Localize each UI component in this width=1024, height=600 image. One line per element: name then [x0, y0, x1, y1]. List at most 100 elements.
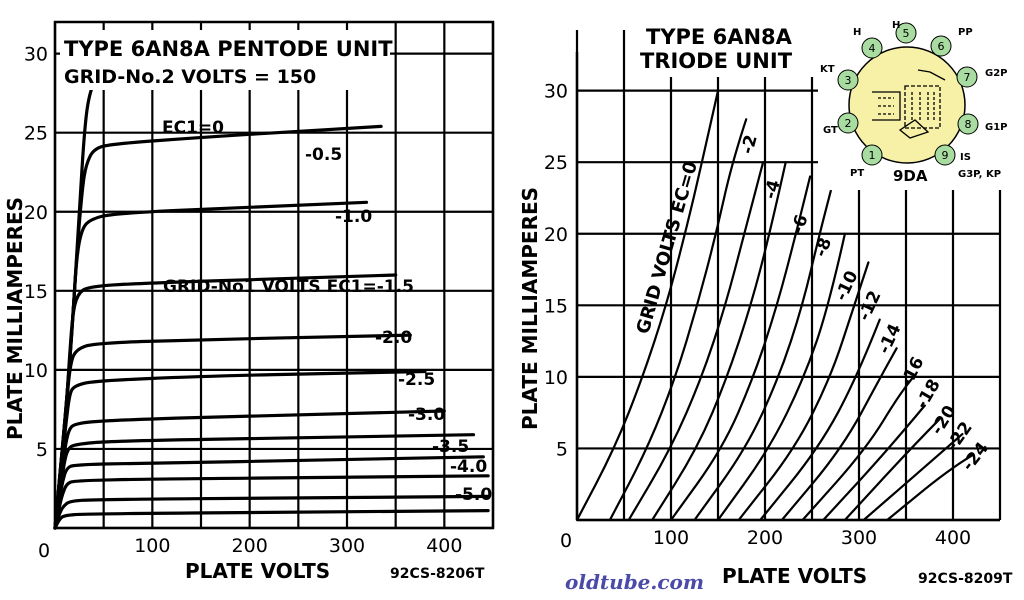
curve-label: -4: [761, 178, 785, 202]
pin-1: [861, 144, 883, 166]
pentode-chart: 5 10 15 20 25 30 100 200 300 400 EC1=0 -0.5 -1.0 -2…: [3, 20, 495, 583]
pin-label: PT: [850, 168, 864, 179]
triode-x-label: PLATE VOLTS: [722, 564, 867, 588]
pentode-curves: [53, 52, 490, 530]
pin-number: 2: [845, 117, 852, 130]
curve-label: -1.0: [335, 207, 372, 227]
x-tick-label: 100: [134, 535, 170, 557]
x-tick-label: 400: [935, 527, 971, 549]
basing-diagram: 1 2 3 4 5 6 7 8 9 PT GT KT H H PP G2P G1P G3P, KP IS 9DA: [818, 18, 1018, 190]
triode-title: TYPE 6AN8A: [646, 25, 793, 49]
curve-unlabeled-10: [53, 494, 490, 530]
pin-number: 3: [845, 74, 852, 87]
pin-number: 8: [965, 118, 972, 131]
curve-label: -0.5: [305, 145, 342, 165]
pin-label: H: [853, 27, 861, 38]
x-tick-label: 300: [329, 535, 365, 557]
curve--8: [669, 175, 812, 522]
pin-9: [934, 144, 956, 166]
tube-base-circle: [848, 46, 966, 164]
curve-label: -2.0: [375, 328, 412, 348]
triode-origin-tick: 0: [560, 530, 572, 552]
pentode-origin-tick: 0: [38, 540, 50, 562]
pin-number: 7: [964, 71, 971, 84]
triode-x-ticks: 100 200 300 400: [653, 527, 971, 549]
curve-label: -5.0: [455, 485, 492, 505]
pin-label: PP: [958, 27, 973, 38]
y-tick-label: 25: [544, 152, 568, 174]
pin-label: G1P: [985, 122, 1008, 133]
pentode-x-label: PLATE VOLTS: [185, 559, 330, 583]
triode-code: 92CS-8209T: [918, 571, 1013, 587]
pin-label: GT: [823, 125, 838, 136]
triode-subtitle: TRIODE UNIT: [640, 49, 793, 73]
curve--4.0: [53, 455, 485, 530]
x-tick-label: 200: [747, 527, 783, 549]
pin-number: 1: [869, 149, 876, 162]
triode-family-label: GRID VOLTS EC=0: [633, 159, 702, 336]
x-tick-label: 400: [426, 535, 462, 557]
pentode-subtitle: GRID-No.2 VOLTS = 150: [64, 66, 316, 88]
curve-label: -3.0: [408, 405, 445, 425]
curve-label: -2: [738, 133, 762, 156]
pentode-family-label: GRID-No1 VOLTS EC1=-1.5: [163, 277, 414, 297]
pin-label: G3P, KP: [958, 169, 1001, 180]
pentode-y-label: PLATE MILLIAMPERES: [3, 197, 27, 440]
pentode-x-ticks: 100 200 300 400: [134, 535, 462, 557]
basing-code: 9DA: [893, 167, 928, 185]
curve--22: [822, 404, 926, 522]
y-tick-label: 5: [556, 438, 568, 460]
watermark: oldtube.com: [565, 570, 704, 594]
curve-label: -2.5: [398, 370, 435, 390]
curve--5.0: [53, 474, 490, 530]
curve--18: [780, 347, 898, 522]
curve--1.5: [53, 273, 398, 530]
curve-label: -4.0: [450, 457, 487, 477]
curve--2: [608, 118, 748, 522]
pentode-title-box: [60, 30, 390, 90]
triode-y-label: PLATE MILLIAMPERES: [518, 187, 542, 430]
curve-unlabeled-13: [862, 433, 964, 522]
y-tick-label: 15: [24, 281, 48, 303]
triode-y-ticks: 5 10 15 20 25 30: [544, 81, 568, 461]
pentode-grid: [53, 22, 495, 530]
pentode-curve-labels: EC1=0 -0.5 -1.0 -2.0 -2.5 -3.0 -3.5-4.0 -5.0: [162, 118, 492, 505]
pin-number: 6: [938, 40, 945, 53]
pentode-code: 92CS-8206T: [390, 566, 485, 582]
curve-label: -14: [874, 321, 905, 357]
y-tick-label: 10: [24, 360, 48, 382]
curve-unlabeled-14: [886, 454, 973, 522]
y-tick-label: 5: [36, 439, 48, 461]
pin-6: [930, 35, 952, 57]
curve--6: [651, 161, 787, 522]
pentode-frame: [53, 20, 495, 530]
tube-internal-schematic: [872, 69, 946, 139]
pin-extra-label: IS: [960, 152, 971, 163]
pin-label: KT: [820, 64, 835, 75]
y-tick-label: 30: [544, 81, 568, 103]
pin-3: [837, 69, 859, 91]
curve--10: [693, 189, 832, 522]
y-tick-label: 25: [24, 123, 48, 145]
pin-label: G2P: [985, 68, 1008, 79]
pin-number: 5: [903, 27, 910, 40]
pin-7: [956, 66, 978, 88]
curve--4: [627, 161, 765, 522]
pin-number: 4: [869, 42, 876, 55]
triode-curves: [575, 89, 973, 522]
curve--14: [737, 261, 870, 522]
y-tick-label: 15: [544, 295, 568, 317]
pin-number: 9: [942, 149, 949, 162]
curve-unlabeled-11: [53, 509, 490, 530]
curve--24: [843, 418, 940, 522]
pin-5: [895, 22, 917, 44]
y-tick-label: 20: [24, 202, 48, 224]
pin-4: [861, 37, 883, 59]
basing-pins: 1 2 3 4 5 6 7 8 9 PT GT KT H H PP G2P G1P G3P, KP IS: [820, 20, 1008, 180]
y-tick-label: 30: [24, 44, 48, 66]
y-tick-label: 20: [544, 224, 568, 246]
pin-label: H: [892, 20, 900, 31]
pentode-y-ticks: 5 10 15 20 25 30: [24, 44, 48, 461]
